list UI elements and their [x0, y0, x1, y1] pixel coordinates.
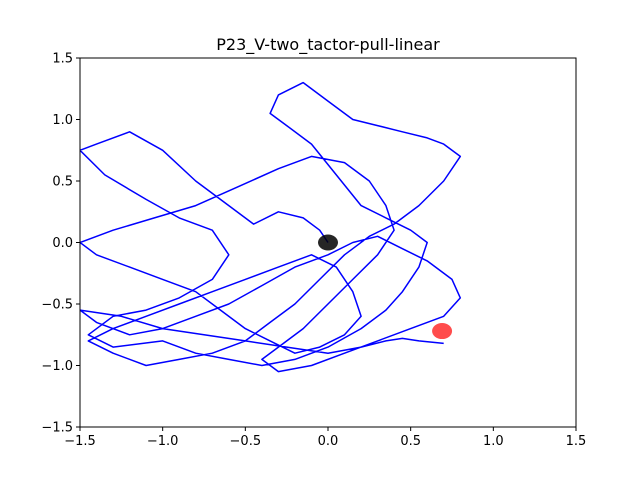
y-tick-label: −1.0 [41, 359, 73, 374]
y-tick-label: 1.0 [52, 113, 73, 128]
y-tick-label: 1.5 [52, 52, 73, 67]
trajectory-line-0 [80, 81, 462, 373]
start-marker [318, 234, 338, 251]
y-axis: −1.5 −1.0 −0.5 0.0 0.5 1.0 1.5 [41, 52, 80, 436]
target-marker [432, 323, 453, 340]
x-tick-label: 1.5 [566, 434, 587, 449]
y-tick-label: −0.5 [41, 298, 73, 313]
x-tick-label: 1.0 [483, 434, 504, 449]
x-tick-label: −1.5 [64, 434, 96, 449]
x-tick-label: −0.5 [230, 434, 262, 449]
x-axis: −1.5 −1.0 −0.5 0.0 0.5 1.0 1.5 [64, 427, 586, 449]
plot-area [80, 81, 462, 373]
chart-title: P23_V-two_tactor-pull-linear [216, 35, 440, 55]
x-tick-label: 0.0 [318, 434, 339, 449]
y-tick-label: 0.0 [52, 236, 73, 251]
y-tick-label: 0.5 [52, 175, 73, 190]
x-tick-label: −1.0 [147, 434, 179, 449]
markers [318, 234, 453, 340]
x-tick-label: 0.5 [400, 434, 421, 449]
y-tick-label: −1.5 [41, 421, 73, 436]
